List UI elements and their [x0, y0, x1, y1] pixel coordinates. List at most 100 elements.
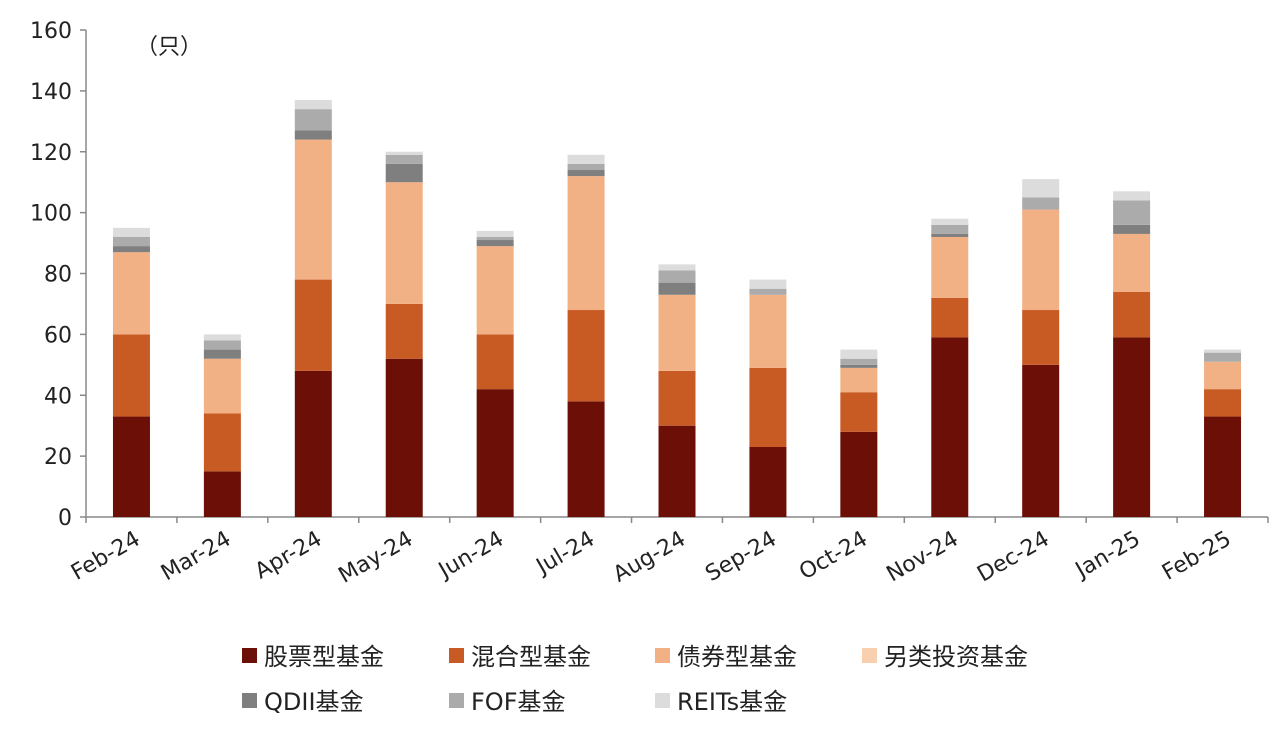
bar-segment: [1022, 179, 1060, 198]
bar-segment: [1204, 349, 1242, 353]
x-tick-label: May-24: [335, 527, 418, 589]
bar-segment: [931, 233, 969, 237]
bar-segment: [203, 349, 241, 359]
bar-segment: [476, 230, 514, 237]
y-axis: 0 20 40 60 80 100 120 140 160: [30, 19, 87, 531]
bar-segment: [658, 425, 696, 517]
bar-segment: [203, 340, 241, 350]
bar-segment: [203, 413, 241, 472]
bar-segment: [203, 471, 241, 517]
bar-segment: [385, 163, 423, 183]
y-tick-label: 120: [30, 141, 72, 166]
bar-segment: [112, 246, 150, 253]
bar-segment: [567, 154, 605, 164]
bar-segment: [567, 170, 605, 177]
bar-segment: [294, 139, 332, 280]
bar-segment: [749, 288, 787, 295]
bar-segment: [112, 334, 150, 417]
legend-swatch: [242, 693, 257, 708]
bar-segment: [1022, 197, 1060, 210]
bar-segment: [112, 227, 150, 237]
y-tick-label: 100: [30, 202, 72, 227]
bar-segment: [476, 246, 514, 335]
x-tick-label: Mar-24: [157, 527, 235, 587]
x-tick-label: Apr-24: [251, 527, 326, 585]
legend-swatch: [862, 648, 877, 663]
legend-label: FOF基金: [471, 688, 566, 716]
legend-swatch: [242, 648, 257, 663]
bar-segment: [1022, 364, 1060, 517]
x-tick-label: Jul-24: [531, 527, 599, 581]
legend-label: 混合型基金: [471, 643, 591, 671]
legend-swatch: [449, 648, 464, 663]
bar-segment: [1113, 224, 1151, 234]
y-unit-label: （只）: [136, 35, 202, 60]
x-tick-label: Nov-24: [882, 527, 962, 588]
bar-segment: [476, 240, 514, 247]
x-tick-label: Jun-24: [433, 527, 508, 585]
x-tick-label: Feb-24: [67, 527, 144, 586]
bar-segment: [294, 130, 332, 140]
bar-segment: [1204, 389, 1242, 417]
bar-segment: [112, 416, 150, 517]
bar-segment: [931, 337, 969, 517]
bar-segment: [203, 358, 241, 414]
x-tick-label: Feb-25: [1158, 527, 1235, 586]
bar-segment: [203, 334, 241, 341]
legend-label: 另类投资基金: [884, 643, 1028, 671]
bar-segment: [1204, 416, 1242, 517]
bar-segment: [385, 182, 423, 304]
bar-segment: [658, 282, 696, 295]
bar-segment: [749, 367, 787, 447]
legend-swatch: [655, 648, 670, 663]
x-tick-label: Oct-24: [795, 527, 872, 586]
y-tick-label: 40: [44, 384, 72, 409]
bar-segment: [294, 109, 332, 131]
bar-segment: [749, 279, 787, 289]
bar-segment: [1022, 310, 1060, 365]
bar-segment: [840, 431, 878, 517]
bar-segment: [840, 392, 878, 432]
legend-label: QDII基金: [264, 688, 364, 716]
bar-segment: [931, 224, 969, 234]
bar-segment: [1113, 200, 1151, 225]
bar-segment: [385, 151, 423, 155]
bar-segment: [1113, 191, 1151, 201]
bar-segment: [931, 297, 969, 338]
legend-swatch: [449, 693, 464, 708]
x-tick-label: Aug-24: [609, 527, 690, 588]
bar-segment: [658, 294, 696, 371]
bar-segment: [385, 154, 423, 164]
y-tick-label: 160: [30, 19, 72, 44]
bar-segment: [476, 389, 514, 517]
bar-segment: [658, 370, 696, 426]
bars: [112, 100, 1242, 517]
bar-segment: [840, 358, 878, 365]
bar-segment: [294, 100, 332, 110]
legend-label: 债券型基金: [677, 643, 797, 671]
bar-segment: [658, 270, 696, 283]
bar-segment: [294, 279, 332, 371]
bar-segment: [658, 264, 696, 271]
y-tick-label: 20: [44, 445, 72, 470]
bar-segment: [112, 252, 150, 335]
bar-segment: [1204, 361, 1242, 390]
bar-segment: [1113, 337, 1151, 517]
bar-segment: [1113, 233, 1151, 292]
y-tick-label: 0: [58, 506, 72, 531]
bar-segment: [840, 367, 878, 393]
legend-label: 股票型基金: [264, 643, 384, 671]
bar-segment: [476, 334, 514, 390]
legend: 股票型基金 混合型基金 债券型基金 另类投资基金 QDII基金 FOF基金 REITs基金: [242, 643, 1028, 716]
bar-segment: [840, 364, 878, 368]
bar-segment: [749, 446, 787, 517]
bar-segment: [567, 310, 605, 402]
bar-segment: [1113, 291, 1151, 338]
bar-segment: [749, 294, 787, 368]
bar-segment: [476, 236, 514, 241]
bar-segment: [1204, 352, 1242, 362]
bar-segment: [567, 176, 605, 311]
bar-segment: [567, 163, 605, 171]
y-tick-label: 60: [44, 323, 72, 348]
